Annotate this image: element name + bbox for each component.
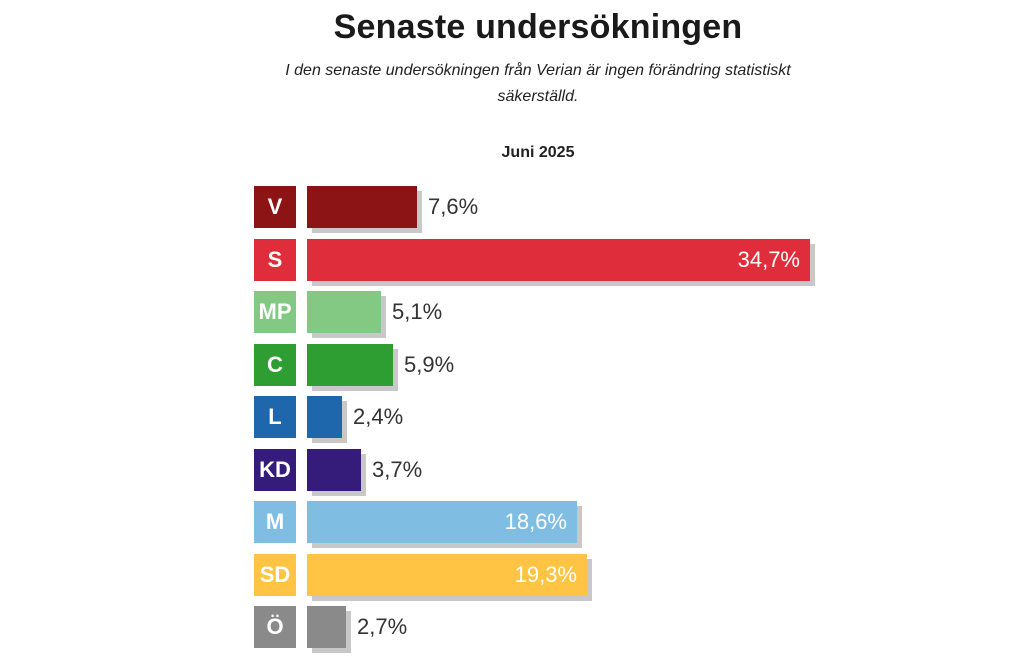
- bar-row-v: V 7,6%: [0, 186, 1024, 233]
- bar: [307, 291, 381, 333]
- bar: [307, 186, 417, 228]
- chart-subtitle: I den senaste undersökningen från Verian…: [285, 62, 791, 105]
- party-badge: V: [254, 186, 296, 228]
- period-label: Juni 2025: [501, 144, 575, 161]
- value-label: 5,9%: [404, 352, 455, 377]
- bar-row-sd: SD 19,3%: [0, 554, 1024, 601]
- value-label: 19,3%: [514, 562, 577, 587]
- party-badge: SD: [254, 554, 296, 596]
- bar: [307, 396, 342, 438]
- value-label: 34,7%: [737, 247, 800, 272]
- bar: [307, 239, 810, 281]
- bar: [307, 344, 393, 386]
- bar-row-o: Ö 2,7%: [0, 606, 1024, 653]
- value-label: 18,6%: [504, 509, 567, 534]
- party-badge: L: [254, 396, 296, 438]
- bar: [307, 606, 346, 648]
- bar: [307, 501, 577, 543]
- bar: [307, 449, 361, 491]
- bar-row-m: M 18,6%: [0, 501, 1024, 548]
- chart-title: Senaste undersökningen: [333, 8, 743, 46]
- bar-row-c: C 5,9%: [0, 344, 1024, 391]
- party-badge: MP: [254, 291, 296, 333]
- party-badge: KD: [254, 449, 296, 491]
- party-badge: S: [254, 239, 296, 281]
- bar-row-s: S 34,7%: [0, 239, 1024, 286]
- value-label: 5,1%: [392, 299, 443, 324]
- bar-row-kd: KD 3,7%: [0, 449, 1024, 496]
- bar: [307, 554, 587, 596]
- bar-row-mp: MP 5,1%: [0, 291, 1024, 338]
- party-badge: Ö: [254, 606, 296, 648]
- party-badge: M: [254, 501, 296, 543]
- value-label: 7,6%: [428, 194, 479, 219]
- value-label: 2,4%: [353, 404, 404, 429]
- bar-row-l: L 2,4%: [0, 396, 1024, 443]
- value-label: 2,7%: [357, 614, 408, 639]
- value-label: 3,7%: [372, 457, 423, 482]
- party-badge: C: [254, 344, 296, 386]
